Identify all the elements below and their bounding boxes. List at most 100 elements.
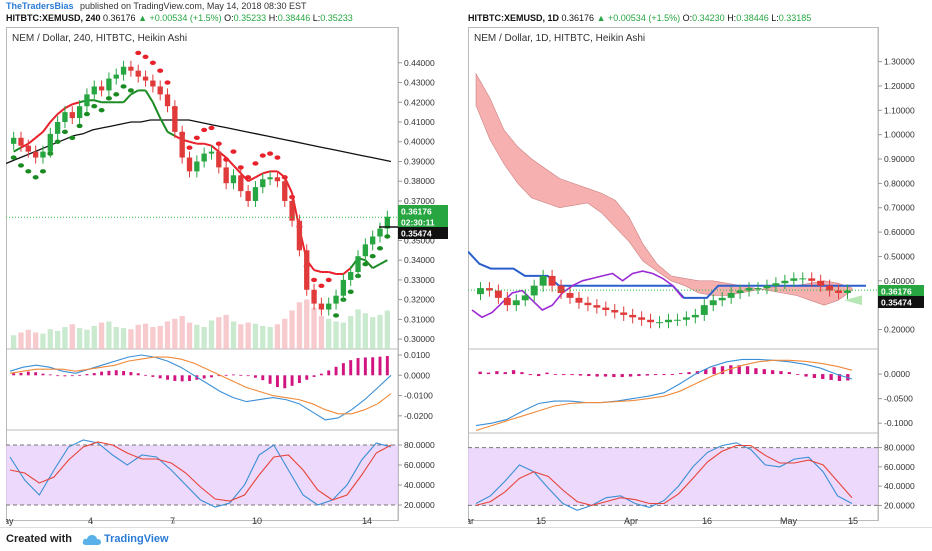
price-tick-label: 0.41000 bbox=[404, 117, 435, 127]
low-label: L: bbox=[771, 13, 779, 23]
macd-histogram-bar bbox=[100, 371, 104, 376]
stoch-tick-label: 80.0000 bbox=[404, 440, 435, 450]
time-tick-label: May bbox=[780, 516, 798, 526]
candle-body bbox=[754, 288, 762, 290]
candle-body bbox=[282, 181, 288, 201]
chart-title: NEM / Dollar, 240, HITBTC, Heikin Ashi bbox=[12, 33, 187, 44]
macd-tick-label: -0.1000 bbox=[884, 418, 913, 428]
price-tick-label: 0.60000 bbox=[884, 227, 915, 237]
chart-right-1d[interactable]: NEM / Dollar, 1D, HITBTC, Heikin Ashi 1.3… bbox=[468, 27, 930, 527]
candle-body bbox=[377, 228, 383, 237]
macd-histogram-bar bbox=[48, 374, 52, 376]
supertrend-segment bbox=[122, 93, 132, 103]
candle-body bbox=[274, 177, 281, 182]
price-tag-label: 0.36176 bbox=[881, 287, 912, 297]
macd-histogram-bar bbox=[363, 357, 367, 376]
macd-histogram-bar bbox=[720, 366, 725, 375]
macd-line bbox=[9, 354, 392, 421]
volume-bar bbox=[150, 327, 156, 349]
tradingview-brand[interactable]: TradingView bbox=[104, 533, 169, 545]
macd-tick-label: -0.0100 bbox=[404, 391, 433, 401]
macd-histogram-bar bbox=[478, 371, 482, 375]
candle-body bbox=[252, 187, 259, 201]
psar-dot bbox=[142, 54, 149, 60]
macd-histogram-bar bbox=[495, 371, 499, 375]
tradingview-cloud-icon bbox=[82, 535, 101, 545]
psar-dot bbox=[105, 96, 112, 101]
macd-histogram-bar bbox=[136, 373, 140, 376]
candle-body bbox=[602, 307, 610, 311]
psar-dot bbox=[311, 277, 318, 283]
macd-histogram-bar bbox=[129, 372, 133, 376]
candle-body bbox=[682, 317, 690, 320]
macd-histogram-bar bbox=[290, 375, 294, 386]
macd-histogram-bar bbox=[804, 374, 808, 377]
candle-body bbox=[201, 153, 207, 162]
macd-histogram-bar bbox=[180, 375, 184, 382]
supertrend-segment bbox=[49, 113, 59, 123]
macd-histogram-bar bbox=[829, 374, 833, 380]
macd-histogram-bar bbox=[283, 375, 287, 389]
macd-histogram-bar bbox=[587, 374, 591, 377]
macd-histogram-bar bbox=[653, 374, 658, 376]
stoch-k-line bbox=[475, 442, 853, 511]
candle-body bbox=[727, 292, 735, 298]
supertrend-segment bbox=[20, 142, 29, 149]
chart-left-4h[interactable]: NEM / Dollar, 240, HITBTC, Heikin Ashi 0.… bbox=[6, 27, 461, 527]
macd-histogram-bar bbox=[85, 374, 89, 376]
author-name[interactable]: TheTradersBias bbox=[6, 1, 74, 11]
candle-body bbox=[611, 310, 619, 313]
macd-histogram-bar bbox=[188, 375, 191, 381]
macd-histogram-bar bbox=[821, 374, 825, 379]
psar-dot bbox=[39, 169, 46, 174]
candle-body bbox=[799, 278, 807, 280]
candle-body bbox=[267, 177, 273, 180]
time-tick-label: ar bbox=[468, 516, 474, 526]
supertrend-segment bbox=[372, 263, 381, 269]
macd-histogram-bar bbox=[70, 375, 74, 377]
symbol-name: HITBTC:XEMUSD, 240 bbox=[6, 13, 101, 23]
macd-histogram-bar bbox=[812, 374, 817, 379]
macd-histogram-bar bbox=[796, 374, 800, 375]
supertrend-segment bbox=[144, 89, 154, 103]
candle-body bbox=[128, 66, 134, 71]
macd-tick-label: 0.0000 bbox=[884, 369, 910, 379]
psar-dot bbox=[157, 68, 164, 73]
price-tick-label: 0.42000 bbox=[404, 97, 435, 107]
candle-body bbox=[745, 288, 753, 291]
psar-dot bbox=[193, 135, 200, 140]
stoch-band bbox=[468, 447, 878, 506]
volume-bar bbox=[216, 317, 222, 349]
macd-histogram-bar bbox=[762, 369, 766, 375]
volume-bar bbox=[47, 329, 53, 349]
candle-body bbox=[362, 244, 369, 257]
candle-body bbox=[521, 295, 529, 301]
psar-dot bbox=[149, 60, 156, 65]
candle-body bbox=[238, 175, 244, 192]
psar-dot bbox=[245, 175, 252, 180]
macd-histogram-bar bbox=[595, 374, 599, 377]
volume-bar bbox=[18, 332, 24, 349]
candle-body bbox=[485, 288, 493, 291]
macd-histogram-bar bbox=[371, 357, 375, 376]
volume-bar bbox=[164, 321, 171, 349]
supertrend-segment bbox=[240, 172, 249, 182]
psar-dot bbox=[259, 153, 266, 158]
price-tick-label: 0.34000 bbox=[404, 255, 435, 265]
psar-dot bbox=[120, 84, 127, 89]
psar-dot bbox=[201, 127, 208, 133]
candle-body bbox=[296, 220, 303, 251]
volume-bar bbox=[311, 307, 317, 349]
time-tick-label: ay bbox=[6, 516, 14, 526]
macd-histogram-bar bbox=[327, 370, 331, 376]
macd-histogram-bar bbox=[578, 374, 583, 376]
candle-body bbox=[289, 200, 295, 221]
high-value: 0.38446 bbox=[736, 13, 769, 23]
candle-body bbox=[304, 250, 310, 290]
psar-dot bbox=[237, 165, 244, 170]
psar-dot bbox=[83, 111, 90, 117]
candle-body bbox=[781, 280, 789, 284]
macd-histogram-bar bbox=[275, 375, 279, 388]
psar-dot bbox=[267, 151, 274, 156]
volume-bar bbox=[370, 317, 376, 349]
